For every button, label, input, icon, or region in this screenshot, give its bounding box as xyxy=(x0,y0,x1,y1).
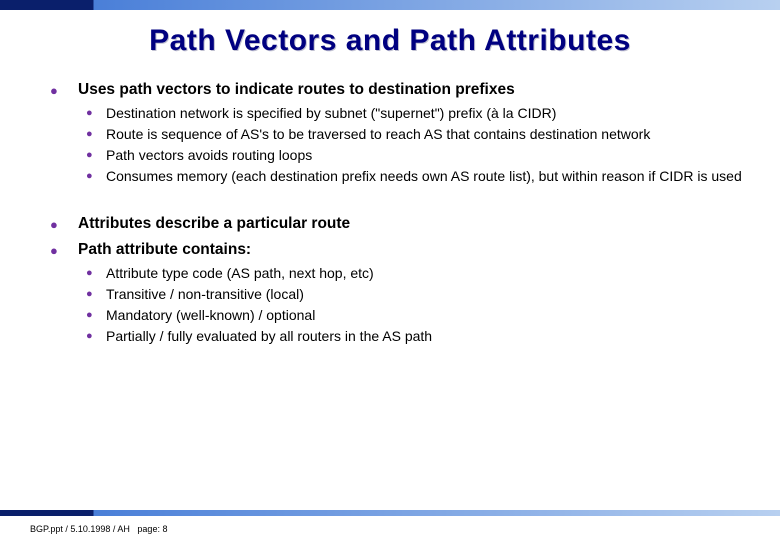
bullet-icon: ● xyxy=(86,267,93,279)
sub-bullet: ● Attribute type code (AS path, next hop… xyxy=(50,264,750,283)
sub-bullet-text: Route is sequence of AS's to be traverse… xyxy=(106,126,650,142)
bullet-icon: ● xyxy=(86,330,93,342)
bullet-icon: ● xyxy=(50,217,58,232)
bullet-icon: ● xyxy=(86,309,93,321)
bullet-1-text: Uses path vectors to indicate routes to … xyxy=(78,81,515,98)
footer-page: page: 8 xyxy=(137,524,167,534)
bullet-icon: ● xyxy=(86,107,93,119)
bullet-icon: ● xyxy=(86,149,93,161)
slide-content: ● Uses path vectors to indicate routes t… xyxy=(50,80,750,348)
sub-bullet-text: Mandatory (well-known) / optional xyxy=(106,307,315,323)
bullet-2: ● Attributes describe a particular route xyxy=(50,214,750,234)
slide-title: Path Vectors and Path Attributes xyxy=(0,24,780,58)
sub-bullet: ● Consumes memory (each destination pref… xyxy=(50,167,750,186)
sub-bullet: ● Transitive / non-transitive (local) xyxy=(50,285,750,304)
sub-bullet: ● Path vectors avoids routing loops xyxy=(50,146,750,165)
slide-footer: BGP.ppt / 5.10.1998 / AH page: 8 xyxy=(30,524,167,534)
sub-bullet-text: Path vectors avoids routing loops xyxy=(106,147,312,163)
bullet-1: ● Uses path vectors to indicate routes t… xyxy=(50,80,750,100)
bullet-icon: ● xyxy=(86,170,93,182)
sub-bullet-text: Transitive / non-transitive (local) xyxy=(106,286,304,302)
sub-bullet-text: Destination network is specified by subn… xyxy=(106,105,556,121)
top-accent-bar xyxy=(0,0,780,10)
sub-bullet: ● Destination network is specified by su… xyxy=(50,104,750,123)
sub-bullet-text: Consumes memory (each destination prefix… xyxy=(106,168,742,184)
sub-bullet-text: Partially / fully evaluated by all route… xyxy=(106,328,432,344)
bullet-3: ● Path attribute contains: xyxy=(50,240,750,260)
bullet-icon: ● xyxy=(50,83,58,98)
sub-bullet: ● Route is sequence of AS's to be traver… xyxy=(50,125,750,144)
sub-bullet: ● Partially / fully evaluated by all rou… xyxy=(50,327,750,346)
bullet-icon: ● xyxy=(50,243,58,258)
bullet-3-text: Path attribute contains: xyxy=(78,241,251,258)
footer-left: BGP.ppt / 5.10.1998 / AH xyxy=(30,524,130,534)
bullet-2-text: Attributes describe a particular route xyxy=(78,215,350,232)
slide: Path Vectors and Path Attributes ● Uses … xyxy=(0,0,780,540)
bullet-icon: ● xyxy=(86,128,93,140)
sub-bullet-text: Attribute type code (AS path, next hop, … xyxy=(106,265,374,281)
spacer xyxy=(50,188,750,214)
bottom-accent-bar xyxy=(0,510,780,516)
sub-bullet: ● Mandatory (well-known) / optional xyxy=(50,306,750,325)
bullet-icon: ● xyxy=(86,288,93,300)
